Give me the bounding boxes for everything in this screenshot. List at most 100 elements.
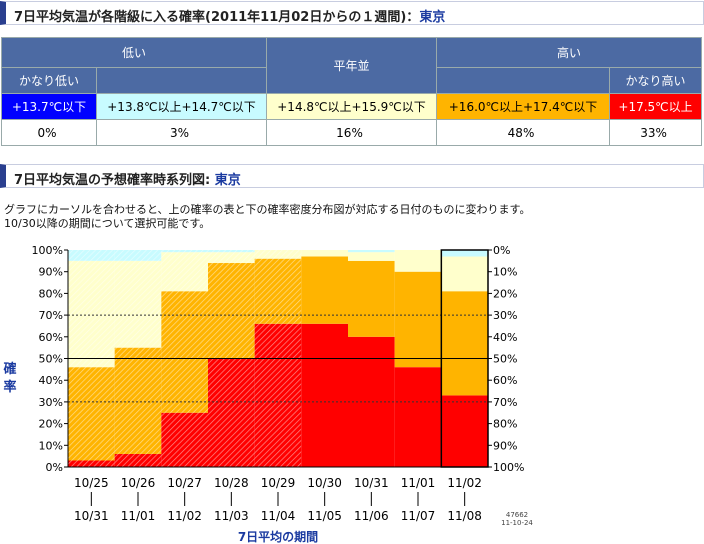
- bar-hatch: [161, 291, 208, 413]
- left-tick-label: 80%: [39, 287, 63, 300]
- date-stamp: 11-10-24: [501, 519, 533, 527]
- subgroup-very-high: かなり高い: [609, 67, 703, 94]
- timeseries-header-title: 7日平均気温の予想確率時系列図: 東京: [14, 173, 241, 188]
- period-start-label: 10/27: [167, 476, 202, 490]
- period-start-label: 10/31: [354, 476, 389, 490]
- city-name: 東京: [419, 10, 446, 25]
- period-end-label: 11/04: [261, 509, 296, 523]
- timeseries-header: 7日平均気温の予想確率時系列図: 東京: [0, 164, 704, 188]
- right-tick-label: 40%: [493, 331, 517, 344]
- class-label-0: +13.7℃以下: [1, 93, 97, 120]
- right-tick-label: 50%: [493, 353, 517, 366]
- period-end-label: 11/05: [307, 509, 342, 523]
- bar-hatch: [68, 367, 115, 461]
- bar-segment: [394, 250, 442, 272]
- class-label-2: +14.8℃以上+15.9℃以下: [266, 93, 438, 120]
- bar-hatch: [208, 252, 255, 264]
- bar-segment: [394, 271, 442, 368]
- right-tick-label: 60%: [493, 374, 517, 387]
- bar-segment: [301, 250, 348, 257]
- bar-hatch: [254, 323, 302, 467]
- left-tick-label: 70%: [39, 309, 63, 322]
- left-tick-label: 0%: [46, 461, 63, 474]
- probability-header: 7日平均気温が各階級に入る確率(2011年11月02日からの１週間)：東京: [0, 1, 704, 25]
- bar-hatch: [68, 460, 115, 467]
- bar-hatch: [208, 263, 255, 359]
- class-probability-1: 3%: [95, 119, 268, 146]
- right-tick-label: 30%: [493, 309, 517, 322]
- bar-hatch: [114, 453, 162, 467]
- city-name-2: 東京: [214, 173, 241, 188]
- bar-segment: [441, 291, 488, 396]
- bar-segment: [301, 256, 348, 324]
- period-start-label: 10/30: [307, 476, 342, 490]
- left-tick-label: 90%: [39, 266, 63, 279]
- right-tick-label: 90%: [493, 439, 517, 452]
- period-start-label: 11/02: [447, 476, 482, 490]
- right-tick-label: 10%: [493, 266, 517, 279]
- period-start-label: 10/29: [261, 476, 296, 490]
- period-end-label: 10/31: [74, 509, 109, 523]
- period-start-label: 11/01: [401, 476, 436, 490]
- bar-hatch: [254, 250, 302, 259]
- bar-segment: [301, 323, 348, 467]
- bar-hatch: [208, 250, 255, 253]
- probability-header-title: 7日平均気温が各階級に入る確率(2011年11月02日からの１週間)：東京: [14, 10, 446, 25]
- group-high: 高い: [436, 37, 703, 68]
- y-axis-label-1: 確: [3, 361, 16, 377]
- right-tick-label: 0%: [493, 244, 510, 257]
- right-tick-label: 80%: [493, 418, 517, 431]
- period-start-label: 10/25: [74, 476, 109, 490]
- bar-segment: [441, 256, 488, 292]
- group-low: 低い: [0, 37, 268, 68]
- period-end-label: 11/07: [401, 509, 436, 523]
- right-tick-label: 20%: [493, 287, 517, 300]
- bar-hatch: [114, 260, 162, 348]
- bar-segment: [348, 250, 395, 253]
- right-tick-label: 70%: [493, 396, 517, 409]
- bar-segment: [348, 252, 395, 261]
- bar-segment: [394, 367, 442, 467]
- probability-table: 低い 平年並 高い かなり低い かなり高い +13.7℃以下 +13.8℃以上+1…: [0, 37, 703, 146]
- bar-hatch: [208, 358, 255, 467]
- y-axis-label-2: 率: [3, 379, 16, 395]
- period-start-label: 10/26: [121, 476, 156, 490]
- period-end-label: 11/02: [167, 509, 202, 523]
- bar-hatch: [254, 258, 302, 324]
- bar-hatch: [114, 347, 162, 454]
- left-tick-label: 20%: [39, 418, 63, 431]
- left-tick-label: 50%: [39, 353, 63, 366]
- bar-segment: [348, 336, 395, 467]
- right-tick-label: 100%: [493, 461, 524, 474]
- left-tick-label: 60%: [39, 331, 63, 344]
- bar-hatch: [161, 252, 208, 292]
- left-tick-label: 10%: [39, 439, 63, 452]
- period-end-label: 11/08: [447, 509, 482, 523]
- bar-hatch: [68, 260, 115, 368]
- note-line-1: グラフにカーソルを合わせると、上の確率の表と下の確率密度分布図が対応する日付のも…: [4, 203, 531, 216]
- subgroup-very-low: かなり低い: [1, 67, 97, 94]
- class-probability-2: 16%: [266, 119, 438, 146]
- class-label-3: +16.0℃以上+17.4℃以下: [436, 93, 611, 120]
- bar-segment: [441, 250, 488, 257]
- period-end-label: 11/06: [354, 509, 389, 523]
- period-end-label: 11/01: [121, 509, 156, 523]
- class-probability-0: 0%: [1, 119, 97, 146]
- class-label-1: +13.8℃以上+14.7℃以下: [95, 93, 268, 120]
- left-tick-label: 40%: [39, 374, 63, 387]
- station-stamp: 47662: [506, 511, 528, 519]
- bar-hatch: [114, 250, 162, 261]
- bar-segment: [348, 260, 395, 337]
- bar-hatch: [161, 412, 208, 467]
- left-tick-label: 100%: [32, 244, 63, 257]
- period-start-label: 10/28: [214, 476, 249, 490]
- bar-hatch: [161, 250, 208, 253]
- period-end-label: 11/03: [214, 509, 249, 523]
- note-line-2: 10/30以降の期間について選択可能です。: [4, 217, 211, 230]
- bar-hatch: [68, 250, 115, 261]
- group-normal: 平年並: [266, 37, 438, 94]
- class-probability-4: 33%: [609, 119, 703, 146]
- x-axis-label: 7日平均の期間: [238, 529, 318, 544]
- bar-segment: [441, 395, 488, 467]
